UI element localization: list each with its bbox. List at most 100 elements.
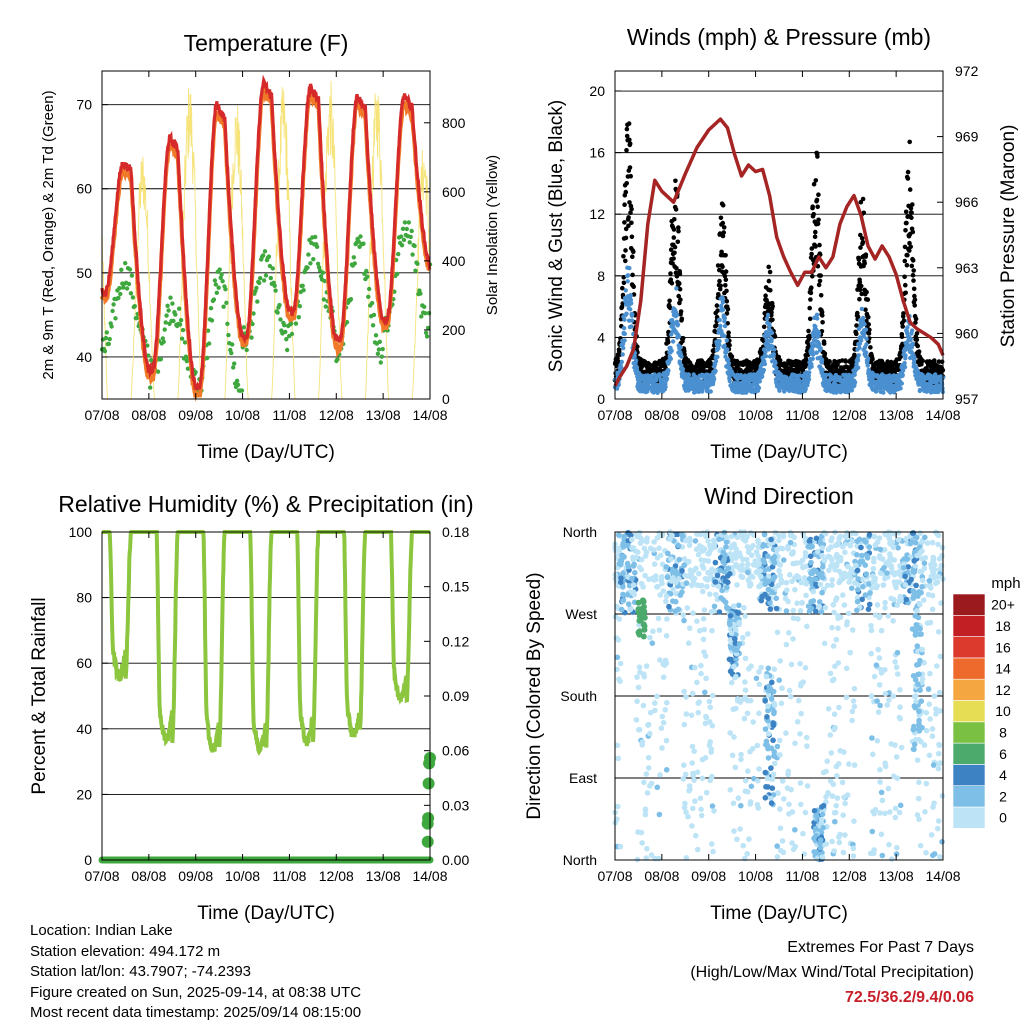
wind-direction-point xyxy=(826,567,832,574)
wind-direction-point xyxy=(934,663,940,669)
gust-point xyxy=(909,263,915,269)
wind-direction-point xyxy=(692,664,698,671)
wind-direction-point xyxy=(894,671,901,677)
wind-direction-point xyxy=(707,591,713,597)
wind-direction-point xyxy=(835,761,842,767)
gust-point xyxy=(675,239,681,245)
sonic-wind-point xyxy=(856,365,861,370)
wind-direction-point xyxy=(717,567,723,574)
wind-direction-point xyxy=(901,556,908,562)
wind-direction-point xyxy=(902,582,909,588)
gust-point xyxy=(623,258,628,264)
sonic-wind-point xyxy=(630,312,635,317)
sonic-wind-point xyxy=(857,345,862,350)
gust-point xyxy=(913,320,918,325)
dewpoint-point xyxy=(261,278,267,283)
sonic-wind-point xyxy=(881,390,886,395)
gust-point xyxy=(726,330,731,336)
wind-direction-point xyxy=(697,582,703,589)
gust-point xyxy=(631,249,636,255)
wind-direction-point xyxy=(882,691,889,697)
wind-direction-point xyxy=(792,586,798,593)
wind-direction-point xyxy=(877,546,884,553)
wind-direction-point xyxy=(731,734,737,740)
wind-direction-point xyxy=(644,790,651,796)
wind-direction-point xyxy=(749,745,756,752)
sonic-wind-point xyxy=(619,359,624,365)
wind-direction-point xyxy=(689,690,696,697)
wind-direction-point xyxy=(629,536,635,543)
dewpoint-point xyxy=(371,312,377,318)
gust-point xyxy=(913,316,919,322)
wind-direction-point xyxy=(813,608,819,615)
sonic-wind-point xyxy=(629,318,635,323)
wind-direction-point xyxy=(643,663,650,669)
gust-point xyxy=(679,316,685,322)
wind-direction-point xyxy=(771,560,778,566)
wind-direction-point xyxy=(836,834,842,840)
wind-direction-point xyxy=(804,743,810,749)
wind-direction-point xyxy=(638,829,645,836)
wind-direction-point xyxy=(828,544,834,550)
sonic-wind-point xyxy=(762,361,768,367)
wind-direction-point xyxy=(829,677,836,684)
wind-direction-point xyxy=(756,766,762,772)
gust-point xyxy=(914,331,920,336)
sonic-wind-point xyxy=(722,333,727,339)
dewpoint-point xyxy=(185,366,191,371)
wind-direction-point xyxy=(627,606,634,613)
dewpoint-point xyxy=(173,312,178,317)
wind-direction-point xyxy=(612,614,619,620)
wind-direction-point xyxy=(876,682,883,688)
sonic-wind-point xyxy=(628,297,634,303)
gust-point xyxy=(863,252,869,257)
sonic-wind-point xyxy=(806,373,811,378)
dewpoint-point xyxy=(289,331,295,337)
wind-direction-point xyxy=(927,670,933,677)
wind-direction-point xyxy=(828,750,835,756)
wind-direction-point xyxy=(935,573,942,580)
gust-point xyxy=(910,258,916,263)
wind-direction-point xyxy=(802,809,809,816)
dewpoint-point xyxy=(160,336,165,341)
dewpoint-point xyxy=(182,340,188,345)
wind-direction-point xyxy=(797,608,804,614)
wind-direction-point xyxy=(728,630,735,637)
gust-point xyxy=(814,197,820,203)
wind-direction-point xyxy=(870,751,876,758)
humidity-ytick-label: 60 xyxy=(76,655,92,671)
wind-direction-point xyxy=(707,570,714,576)
dewpoint-point xyxy=(251,311,256,316)
sonic-wind-point xyxy=(614,386,620,391)
gust-point xyxy=(822,351,828,356)
wind-direction-point xyxy=(832,724,838,731)
gust-point xyxy=(902,274,907,280)
wind-direction-point xyxy=(639,840,645,846)
humidity-xtick-label: 13/08 xyxy=(366,868,401,884)
humidity-ylabel: Percent & Total Rainfall xyxy=(29,597,50,794)
dewpoint-point xyxy=(117,286,122,291)
gust-point xyxy=(624,148,629,153)
pressure-series xyxy=(613,117,945,387)
dewpoint-point xyxy=(223,287,228,292)
wind-direction-point xyxy=(892,530,898,537)
sonic-wind-point xyxy=(899,381,904,386)
wind-direction-point xyxy=(884,702,890,708)
wind-direction-point xyxy=(847,649,853,656)
dewpoint-point xyxy=(378,360,383,365)
wind-direction-point xyxy=(931,693,938,699)
temperature-plot-frame xyxy=(101,70,431,400)
wind-direction-point xyxy=(877,779,883,785)
wind-direction-point xyxy=(765,731,772,737)
wind-direction-point xyxy=(629,545,635,551)
wind-direction-point xyxy=(689,760,695,766)
gust-point xyxy=(905,176,911,181)
wind-direction-point xyxy=(694,846,701,853)
sonic-wind-point xyxy=(811,352,816,357)
wind-direction-point xyxy=(816,603,823,610)
wind-direction-point xyxy=(866,601,873,608)
dewpoint-point xyxy=(322,278,327,284)
wind-direction-point xyxy=(787,572,793,578)
gust-point xyxy=(857,296,862,302)
wind-direction-point xyxy=(939,793,946,799)
